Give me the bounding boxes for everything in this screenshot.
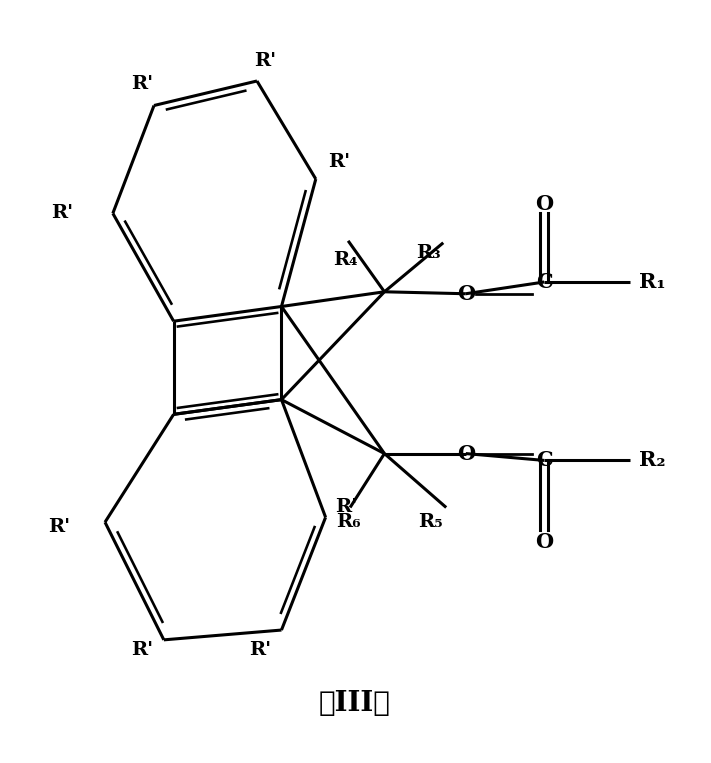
- Text: （III）: （III）: [319, 690, 391, 717]
- Text: O: O: [535, 194, 553, 214]
- Text: R': R': [254, 53, 276, 70]
- Text: C: C: [536, 450, 552, 471]
- Text: R': R': [48, 518, 70, 536]
- Text: R': R': [132, 75, 154, 93]
- Text: R₄: R₄: [333, 252, 358, 269]
- Text: R': R': [336, 498, 358, 517]
- Text: R': R': [249, 641, 271, 658]
- Text: R₁: R₁: [639, 272, 666, 292]
- Text: R₂: R₂: [639, 450, 665, 471]
- Text: R': R': [132, 641, 154, 658]
- Text: R₆: R₆: [336, 513, 360, 531]
- Text: R': R': [328, 153, 351, 172]
- Text: O: O: [456, 443, 475, 464]
- Text: R₃: R₃: [416, 243, 441, 262]
- Text: O: O: [535, 532, 553, 552]
- Text: C: C: [536, 272, 552, 292]
- Text: R': R': [51, 204, 74, 222]
- Text: R₅: R₅: [418, 513, 443, 531]
- Text: O: O: [456, 284, 475, 304]
